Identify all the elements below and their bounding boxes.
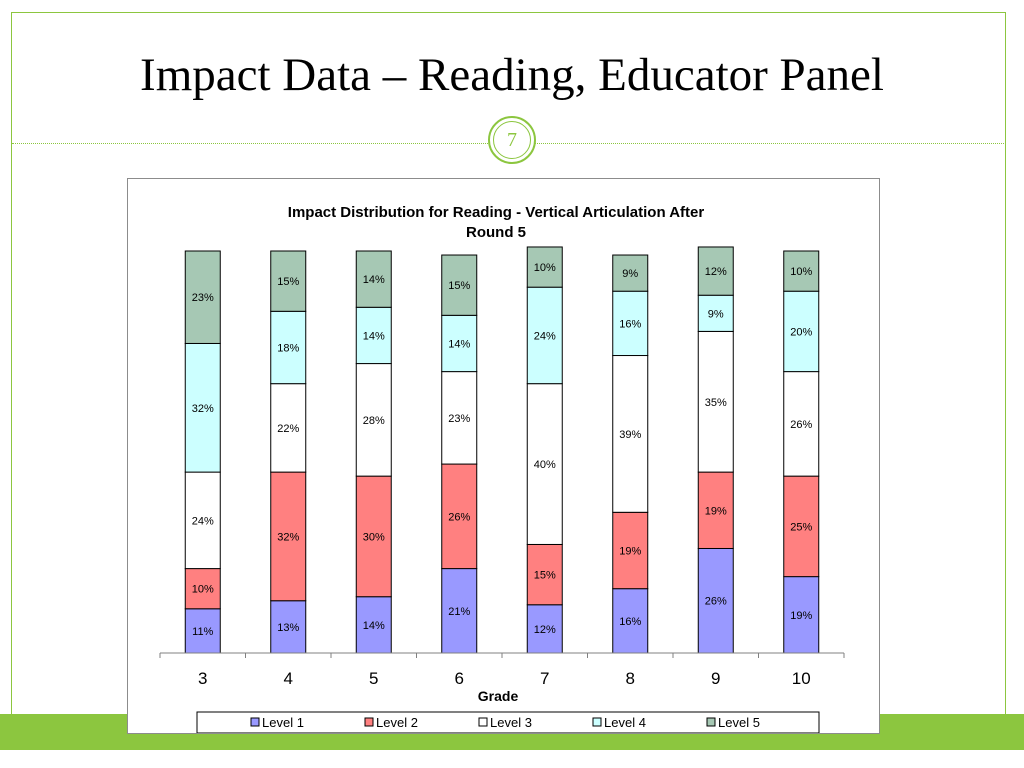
data-label: 23% (448, 413, 470, 425)
data-label: 15% (448, 280, 470, 292)
legend-box (196, 711, 820, 733)
x-tick-label: 10 (792, 669, 811, 688)
bar-segment-level-4 (270, 310, 307, 385)
page-number: 7 (493, 121, 531, 159)
data-label: 35% (705, 397, 727, 409)
x-tick-label: 3 (198, 669, 207, 688)
data-label: 32% (277, 531, 299, 543)
data-label: 26% (448, 511, 470, 523)
data-label: 14% (363, 274, 385, 286)
data-label: 14% (363, 620, 385, 632)
bar-segment-level-3 (612, 355, 649, 513)
legend-swatch-level-5 (706, 717, 716, 727)
data-label: 40% (534, 459, 556, 471)
bar-segment-level-4 (697, 294, 734, 332)
chart-container: Impact Distribution for Reading - Vertic… (127, 178, 880, 734)
bar-segment-level-4 (783, 290, 820, 373)
data-label: 30% (363, 531, 385, 543)
bar-segment-level-1 (184, 608, 221, 654)
bar-segment-level-3 (526, 383, 563, 545)
legend-label: Level 1 (262, 715, 304, 730)
bar-segment-level-5 (355, 250, 392, 308)
data-label: 11% (192, 626, 213, 638)
bar-segment-level-1 (612, 588, 649, 654)
legend-swatch-level-1 (250, 717, 260, 727)
data-label: 18% (277, 342, 299, 354)
legend-label: Level 5 (718, 715, 760, 730)
bar-segment-level-2 (612, 511, 649, 590)
data-label: 32% (192, 403, 214, 415)
stacked-bar-chart: Impact Distribution for Reading - Vertic… (159, 204, 845, 733)
x-axis-title: Grade (478, 688, 519, 704)
data-label: 24% (192, 515, 214, 527)
bar-segment-level-1 (783, 576, 820, 654)
bar-segment-level-1 (441, 568, 478, 654)
bar-segment-level-5 (270, 250, 307, 312)
bar-segment-level-4 (612, 290, 649, 357)
bar-segment-level-3 (441, 371, 478, 465)
page-number-badge: 7 (488, 116, 536, 164)
data-label: 19% (705, 505, 727, 517)
data-label: 10% (192, 584, 214, 596)
bar-segment-level-2 (697, 471, 734, 549)
data-label: 22% (277, 423, 299, 435)
data-label: 9% (708, 308, 724, 320)
bar-segment-level-3 (184, 471, 221, 570)
slide-title: Impact Data – Reading, Educator Panel (140, 49, 884, 101)
data-label: 23% (192, 292, 214, 304)
x-tick-label: 8 (626, 669, 635, 688)
data-label: 15% (534, 570, 556, 582)
bar-segment-level-4 (526, 286, 563, 385)
bar-segment-level-3 (783, 371, 820, 477)
x-tick-label: 9 (711, 669, 720, 688)
data-label: 26% (705, 596, 727, 608)
bar-segment-level-2 (526, 543, 563, 606)
bar-segment-level-5 (441, 254, 478, 316)
data-label: 10% (790, 266, 812, 278)
data-label: 19% (790, 610, 812, 622)
bar-segment-level-5 (184, 250, 221, 344)
legend-swatch-level-2 (364, 717, 374, 727)
data-label: 14% (363, 330, 385, 342)
x-tick-label: 6 (455, 669, 464, 688)
chart-title: Impact Distribution for Reading - Vertic… (288, 204, 705, 241)
data-label: 13% (277, 622, 299, 634)
bar-segment-level-4 (441, 314, 478, 373)
x-tick-label: 5 (369, 669, 378, 688)
bar-segment-level-5 (612, 254, 649, 292)
data-label: 39% (619, 429, 641, 441)
data-label: 16% (619, 616, 641, 628)
bar-segment-level-3 (355, 363, 392, 477)
legend-label: Level 2 (376, 715, 418, 730)
data-label: 12% (705, 266, 727, 278)
x-tick-label: 7 (540, 669, 549, 688)
legend-swatch-level-3 (478, 717, 488, 727)
data-label: 24% (534, 330, 556, 342)
chart-title-line: Impact Distribution for Reading - Vertic… (288, 204, 705, 221)
data-label: 12% (534, 624, 556, 636)
data-label: 19% (619, 545, 641, 557)
data-label: 28% (363, 415, 385, 427)
legend-label: Level 3 (490, 715, 532, 730)
data-label: 16% (619, 318, 641, 330)
data-label: 25% (790, 521, 812, 533)
bar-segment-level-5 (697, 246, 734, 296)
data-label: 21% (448, 606, 470, 618)
bar-segment-level-5 (526, 246, 563, 288)
x-tick-label: 4 (284, 669, 293, 688)
bar-segment-level-2 (441, 463, 478, 570)
legend-swatch-level-4 (592, 717, 602, 727)
bar-segment-level-2 (270, 471, 307, 602)
legend-label: Level 4 (604, 715, 646, 730)
data-label: 20% (790, 326, 812, 338)
data-label: 26% (790, 419, 812, 431)
data-label: 15% (277, 276, 299, 288)
bar-segment-level-5 (783, 250, 820, 292)
data-label: 10% (534, 262, 556, 274)
data-label: 9% (622, 268, 638, 280)
data-label: 14% (448, 338, 470, 350)
chart-title-line: Round 5 (466, 224, 526, 241)
